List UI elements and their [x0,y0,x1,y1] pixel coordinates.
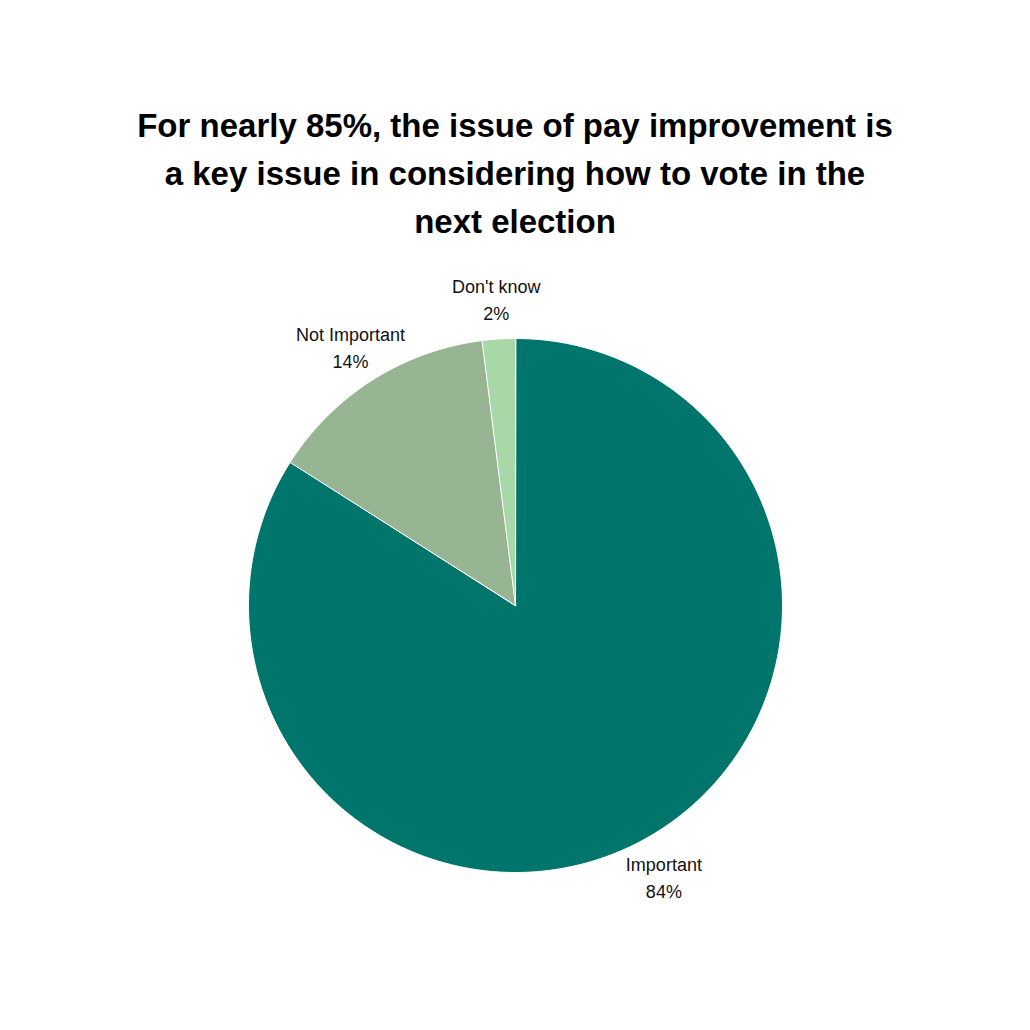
html-text:For nearly 85%, the issue of p: For nearly 85%, the issue of pay improve… [137,107,893,240]
svg-text:Important84%: Important84% [626,855,702,902]
svg-text:Not Important14%: Not Important14% [296,325,405,372]
svg-text:Don't know2%: Don't know2% [452,277,541,324]
